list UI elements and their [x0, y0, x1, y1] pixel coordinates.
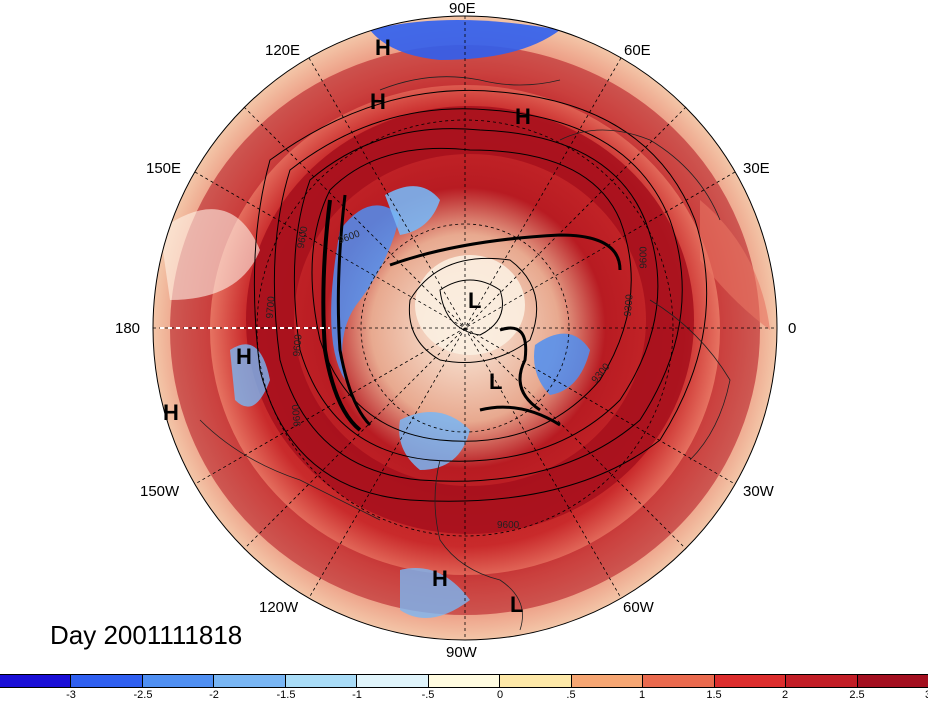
contour-label: 9300: [622, 293, 636, 318]
contour-label: 9600: [638, 246, 650, 269]
colorbar-tick-label: -2: [209, 689, 219, 701]
high-pressure-marker: H: [163, 400, 179, 425]
colorbar-tick-label: 1: [638, 689, 646, 701]
lon-label-180: 180: [115, 320, 141, 337]
colorbar-tick-label: -2.5: [133, 689, 153, 701]
colorbar-swatch: [142, 675, 215, 687]
colorbar-swatch: [500, 675, 572, 687]
colorbar-tick-label: -1: [352, 689, 362, 701]
pale-zone-west: [160, 209, 260, 300]
lon-label-90e: 90E: [449, 0, 476, 17]
colorbar-tick-label: -1.5: [276, 689, 296, 701]
colorbar: [0, 674, 928, 688]
colorbar-swatch: [285, 675, 358, 687]
colorbar-tick-label: 0: [496, 689, 504, 701]
map-border: [152, 15, 778, 641]
colorbar-swatch: [857, 675, 928, 687]
day-label: Day 2001111818: [50, 620, 243, 650]
colorbar-tick-label: .5: [566, 689, 576, 701]
colorbar-swatch: [786, 675, 858, 687]
cold-patch-north: [385, 186, 440, 235]
polar-center: [415, 255, 525, 355]
high-pressure-marker: H: [432, 566, 448, 591]
colorbar-tick-label: -.5: [421, 689, 435, 701]
cold-patch-south: [399, 412, 470, 470]
lon-label-30e: 30E: [743, 160, 770, 177]
colorbar-tick-label: 1.5: [706, 689, 722, 701]
high-pressure-marker: H: [370, 89, 386, 114]
colorbar-swatch: [357, 675, 429, 687]
contour-label: 9600: [290, 403, 304, 428]
low-pressure-marker: L: [510, 592, 524, 617]
lon-label-120e: 120E: [265, 42, 301, 59]
lon-label-120w: 120W: [259, 599, 299, 616]
contour-label: 9600: [497, 520, 520, 531]
high-pressure-marker: H: [375, 35, 391, 60]
colorbar-tick-label: 2.5: [849, 689, 865, 701]
colorbar-swatch: [214, 675, 286, 687]
contour-label: 9700: [264, 295, 278, 320]
cold-patch-east: [534, 333, 590, 395]
colorbar-swatch: [71, 675, 143, 687]
lon-label-90w: 90W: [446, 644, 477, 661]
colorbar-swatch: [0, 675, 72, 687]
height-contours: [253, 89, 708, 502]
cold-patch-tropics: [400, 568, 470, 618]
warm-zone-east: [700, 200, 770, 330]
colorbar-tick-label: 2: [781, 689, 789, 701]
lon-label-30w: 30W: [743, 483, 774, 500]
lon-label-60e: 60E: [624, 42, 651, 59]
low-pressure-marker: L: [468, 288, 482, 313]
lon-label-60w: 60W: [623, 599, 654, 616]
colorbar-tick-label: 3: [925, 689, 928, 701]
lon-label-0: 0: [788, 320, 797, 337]
coastlines: [199, 76, 731, 631]
warm-ring: [246, 106, 694, 534]
lon-label-150w: 150W: [140, 483, 180, 500]
low-pressure-marker: L: [489, 369, 503, 394]
graticule: [153, 16, 777, 640]
high-pressure-marker: H: [236, 344, 252, 369]
high-pressure-marker: H: [515, 104, 531, 129]
colorbar-swatch: [571, 675, 644, 687]
cold-patch-pacific: [230, 344, 270, 407]
lon-label-150e: 150E: [146, 160, 182, 177]
contour-label: 9600: [291, 333, 305, 358]
colorbar-swatch: [428, 675, 501, 687]
cold-patch-west: [331, 205, 400, 380]
colorbar-swatch: [714, 675, 787, 687]
colorbar-swatch: [643, 675, 715, 687]
colorbar-tick-label: -3: [66, 689, 76, 701]
